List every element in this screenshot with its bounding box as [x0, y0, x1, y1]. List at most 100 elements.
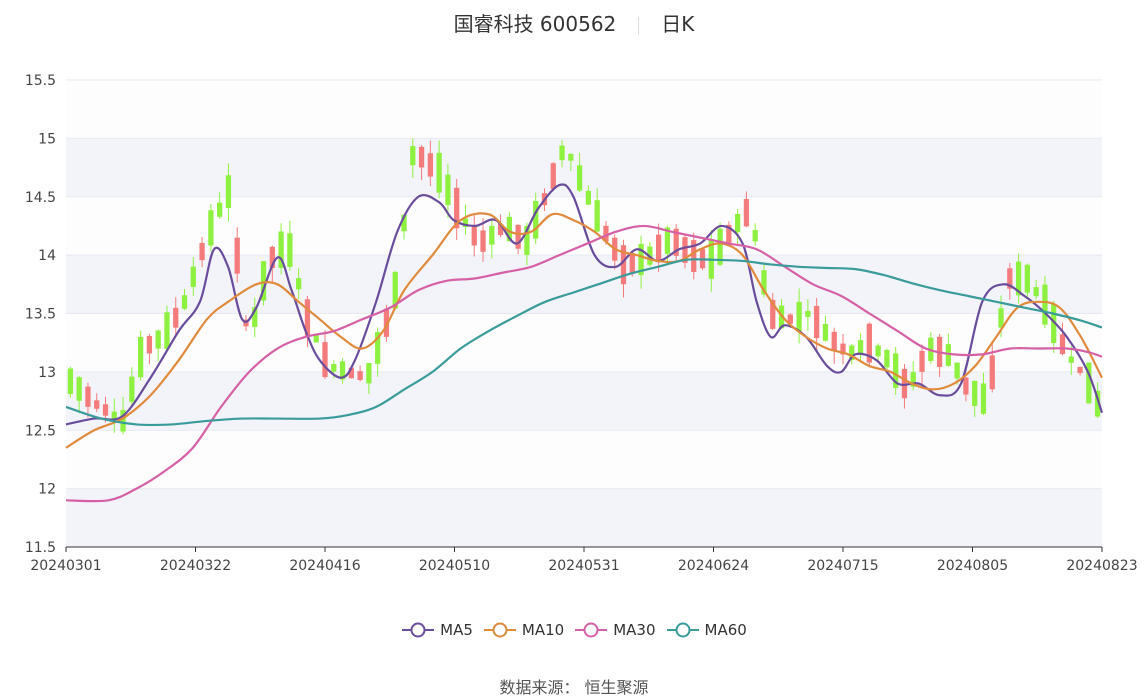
legend-marker-icon [575, 622, 608, 638]
plot-band [66, 488, 1102, 547]
candle-body [822, 324, 829, 341]
candle-body [752, 230, 758, 242]
candle-body [770, 299, 776, 329]
candle-body [1024, 264, 1031, 293]
candle-body [840, 343, 846, 355]
candle-body [787, 314, 793, 324]
y-tick-label: 13 [38, 365, 56, 381]
candle-body [585, 190, 592, 205]
candle-body [489, 225, 495, 245]
candle-body [357, 371, 363, 381]
candle-body [638, 243, 644, 276]
source-label: 数据来源： [499, 678, 580, 697]
y-tick-label: 13.5 [25, 307, 56, 323]
legend-marker-icon [483, 622, 516, 638]
candle-body [831, 331, 837, 351]
candle-body [331, 363, 337, 372]
x-tick-label: 20240715 [807, 558, 878, 574]
candle-body [146, 336, 153, 354]
candle-body [559, 145, 565, 161]
candle-body [1077, 366, 1083, 374]
candle-body [304, 299, 311, 336]
candle-body [252, 307, 258, 327]
candle-body [726, 224, 732, 243]
candle-body [506, 216, 513, 242]
legend-item-ma60[interactable]: MA60 [666, 621, 747, 639]
legend-marker-icon [666, 622, 699, 638]
candle-body [761, 270, 767, 295]
y-tick-label: 15 [38, 131, 56, 147]
candle-body [1059, 334, 1066, 355]
candle-body [427, 153, 433, 177]
x-tick-label: 20240510 [419, 558, 490, 574]
candle-body [375, 332, 381, 364]
candle-body [173, 307, 179, 328]
y-tick-label: 15.5 [25, 73, 56, 89]
candle-body [454, 187, 460, 229]
candle-body [445, 174, 451, 206]
candle-body [998, 308, 1004, 328]
legend-item-ma30[interactable]: MA30 [574, 621, 656, 639]
y-tick-label: 14.5 [25, 190, 56, 206]
candle-body [919, 350, 925, 372]
candle-body [515, 224, 521, 249]
candle-body [796, 301, 802, 332]
plot-band [66, 371, 1102, 431]
candle-body [1007, 268, 1013, 289]
candle-body [111, 411, 117, 420]
x-tick-label: 20240322 [160, 558, 231, 574]
legend-label: MA60 [704, 621, 747, 639]
candle-body [717, 228, 723, 265]
candlestick-chart: 15.5 15 14.5 14 13.5 13 12.5 12 11.5 20240301 2024… [25, 73, 1138, 574]
candle-body [963, 377, 969, 395]
candle-body [524, 226, 530, 255]
x-tick-label: 20240531 [548, 558, 619, 574]
candle-body [910, 372, 916, 387]
candle-body [857, 340, 864, 355]
candle-body [1094, 390, 1101, 417]
candle-body [1051, 303, 1057, 344]
candle-body [129, 376, 135, 402]
candle-body [401, 214, 407, 232]
candle-body [497, 223, 504, 236]
x-tick-label: 20240805 [937, 558, 1008, 574]
legend-label: MA10 [521, 621, 565, 639]
candle-body [383, 308, 390, 337]
ma-line-ma60 [65, 258, 1103, 427]
candle-body [972, 380, 978, 406]
candle-body [673, 228, 679, 256]
y-tick-label: 11.5 [25, 540, 56, 556]
x-tick-label: 20240301 [30, 558, 101, 574]
candle-body [1086, 362, 1092, 404]
plot-band [66, 430, 1102, 489]
legend-item-ma10[interactable]: MA10 [483, 621, 564, 639]
candle-body [181, 295, 188, 309]
x-tick-label: 20240823 [1066, 558, 1137, 574]
candle-body [576, 165, 583, 191]
candle-body [313, 335, 319, 343]
candle-body [893, 353, 899, 388]
x-tick-label: 20240416 [289, 558, 360, 574]
period-label: 日K [661, 12, 695, 36]
plot-band [66, 80, 1102, 139]
candle-body [234, 237, 240, 274]
candle-body [480, 230, 486, 252]
candle-body [471, 225, 477, 246]
candle-body [243, 319, 249, 327]
candle-body [849, 345, 855, 360]
candle-body [190, 266, 196, 287]
candle-body [682, 237, 688, 263]
chart-title: 国睿科技 600562 日K [0, 8, 1148, 37]
candle-body [164, 312, 170, 350]
legend-label: MA30 [613, 621, 656, 639]
title-separator [638, 16, 640, 35]
candle-body [199, 242, 205, 261]
candle-body [462, 218, 469, 227]
legend-label: MA5 [440, 621, 473, 639]
candle-body [418, 146, 425, 168]
plot-band [66, 138, 1102, 197]
candle-body [550, 163, 556, 189]
candle-body [322, 342, 328, 378]
legend-item-ma5[interactable]: MA5 [401, 621, 473, 639]
candle-body [269, 246, 275, 269]
